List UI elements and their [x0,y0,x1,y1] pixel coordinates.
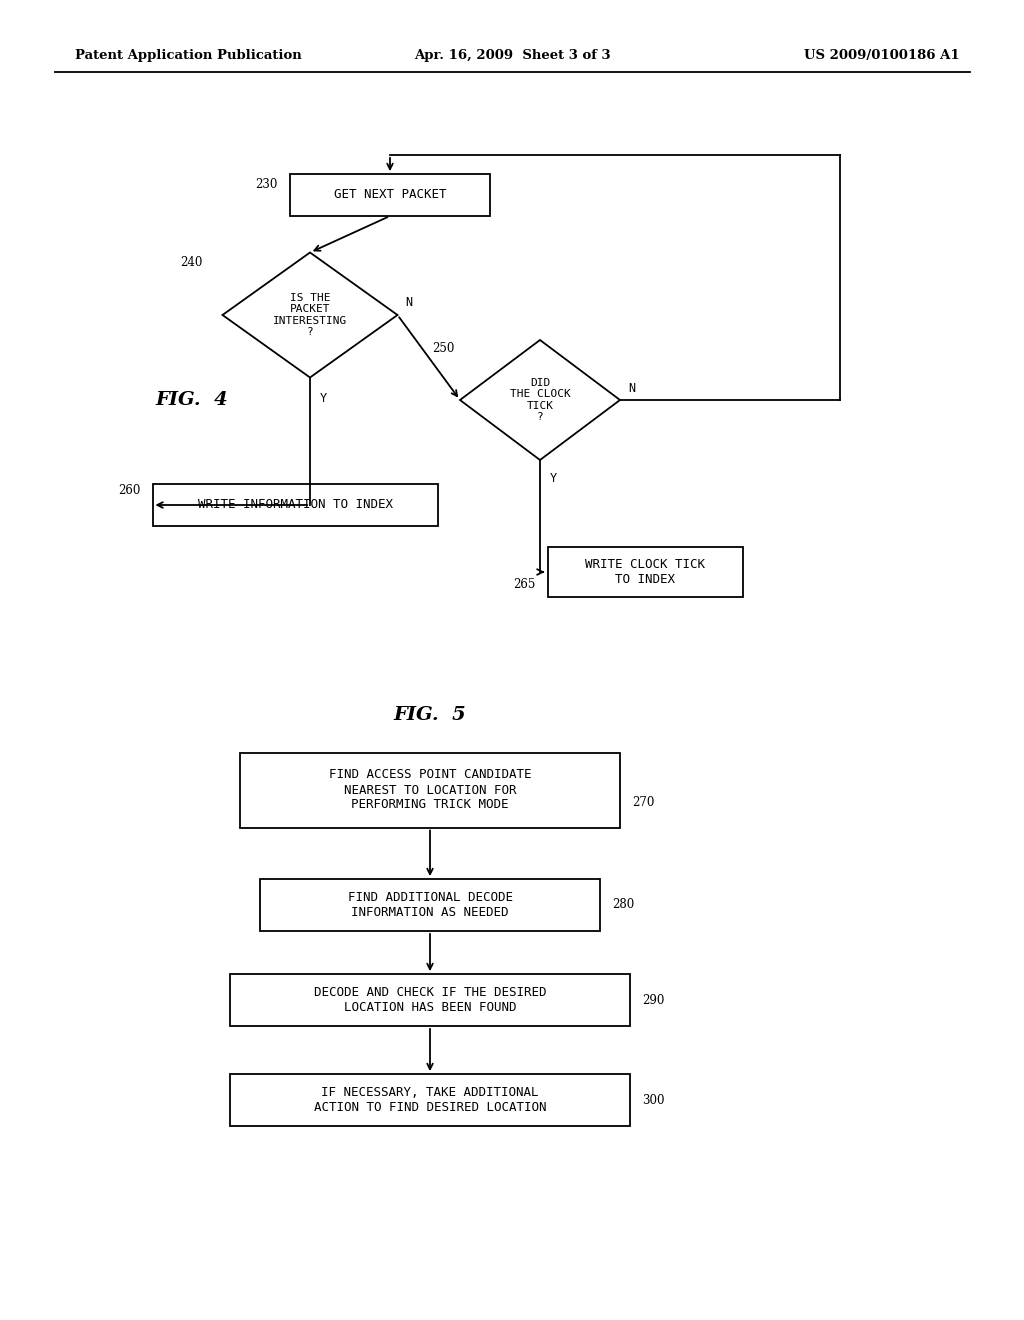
Polygon shape [222,252,397,378]
Text: FIG.  5: FIG. 5 [393,706,466,723]
Text: 240: 240 [180,256,203,269]
Text: WRITE CLOCK TICK
TO INDEX: WRITE CLOCK TICK TO INDEX [585,558,705,586]
Bar [153,484,437,525]
Bar [548,546,742,597]
Text: N: N [406,297,413,309]
Text: 230: 230 [256,178,278,191]
Text: 250: 250 [432,342,455,355]
Text: DECODE AND CHECK IF THE DESIRED
LOCATION HAS BEEN FOUND: DECODE AND CHECK IF THE DESIRED LOCATION… [313,986,546,1014]
Bar [230,974,630,1026]
Text: IF NECESSARY, TAKE ADDITIONAL
ACTION TO FIND DESIRED LOCATION: IF NECESSARY, TAKE ADDITIONAL ACTION TO … [313,1086,546,1114]
Bar [290,174,490,216]
Text: 300: 300 [642,1093,665,1106]
Text: GET NEXT PACKET: GET NEXT PACKET [334,189,446,202]
Polygon shape [460,341,620,459]
Text: DID
THE CLOCK
TICK
?: DID THE CLOCK TICK ? [510,378,570,422]
Text: WRITE INFORMATION TO INDEX: WRITE INFORMATION TO INDEX [198,499,392,511]
Bar [240,752,620,828]
Text: N: N [628,381,635,395]
Text: 265: 265 [513,578,536,590]
Text: FIG.  4: FIG. 4 [155,391,227,409]
Text: Patent Application Publication: Patent Application Publication [75,49,302,62]
Bar [230,1074,630,1126]
Text: 290: 290 [642,994,665,1006]
Text: US 2009/0100186 A1: US 2009/0100186 A1 [805,49,961,62]
Text: FIND ADDITIONAL DECODE
INFORMATION AS NEEDED: FIND ADDITIONAL DECODE INFORMATION AS NE… [347,891,512,919]
Text: Y: Y [550,473,557,484]
Bar [260,879,600,931]
Text: 280: 280 [612,899,634,912]
Text: 260: 260 [118,483,140,496]
Text: Apr. 16, 2009  Sheet 3 of 3: Apr. 16, 2009 Sheet 3 of 3 [414,49,610,62]
Text: Y: Y [319,392,327,405]
Text: 270: 270 [632,796,654,808]
Text: IS THE
PACKET
INTERESTING
?: IS THE PACKET INTERESTING ? [272,293,347,338]
Text: FIND ACCESS POINT CANDIDATE
NEAREST TO LOCATION FOR
PERFORMING TRICK MODE: FIND ACCESS POINT CANDIDATE NEAREST TO L… [329,768,531,812]
